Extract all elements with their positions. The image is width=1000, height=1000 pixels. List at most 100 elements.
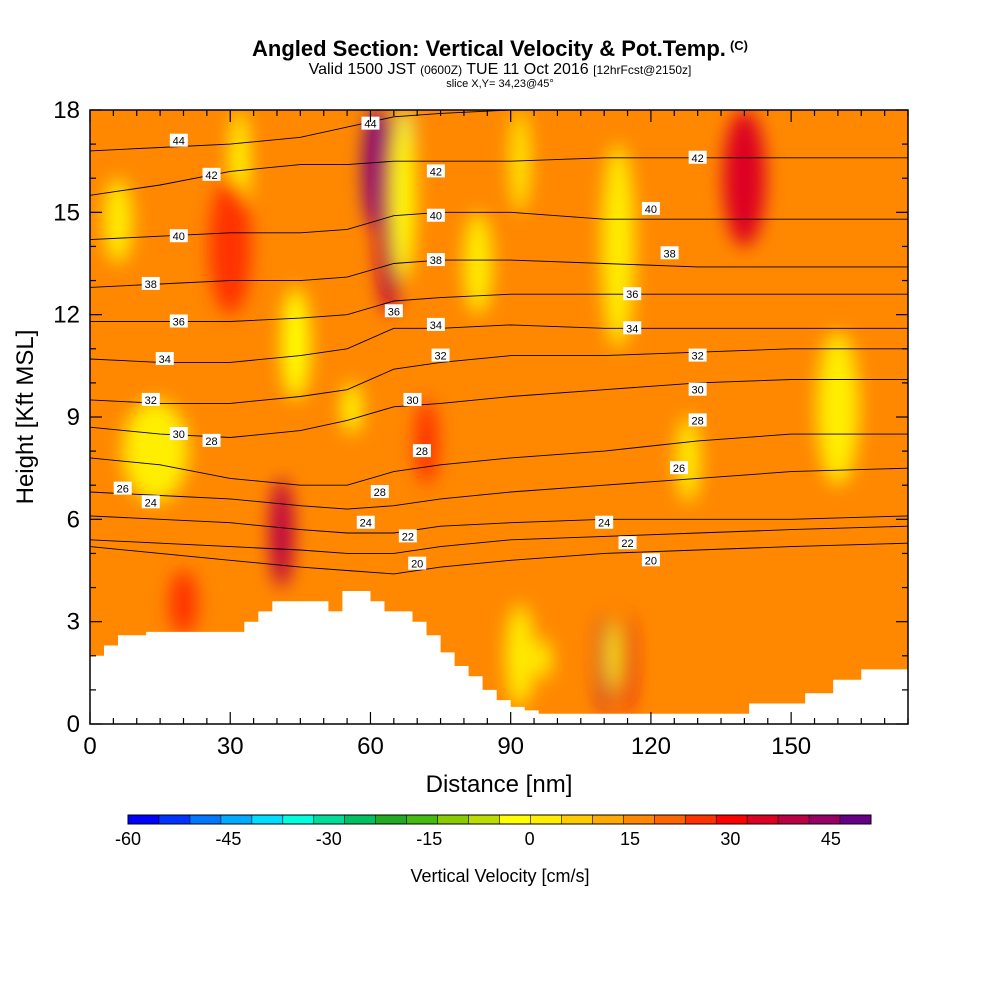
- contour-label: 38: [426, 253, 445, 267]
- velocity-cell: [342, 382, 362, 435]
- contour-label: 26: [113, 481, 132, 496]
- colorbar-swatch: [406, 815, 439, 824]
- contour-label: 32: [141, 392, 160, 407]
- contour-label: 30: [169, 427, 188, 441]
- contour-label: 30: [688, 382, 707, 397]
- svg-text:20: 20: [411, 559, 423, 571]
- contour-label: 34: [623, 321, 642, 335]
- valid-time: Valid 1500 JST: [308, 61, 416, 78]
- svg-text:44: 44: [364, 119, 376, 131]
- y-tick-label: 0: [67, 711, 80, 738]
- velocity-cell: [536, 638, 551, 680]
- x-tick-label: 90: [497, 733, 524, 760]
- svg-text:26: 26: [673, 463, 685, 475]
- contour-labels: 44 42 40 38 36 34 32 30 28 26 24 44 42 40 38 36 34 32 30 28…: [113, 116, 707, 571]
- svg-text:32: 32: [145, 395, 157, 407]
- svg-text:28: 28: [374, 487, 386, 499]
- colorbar-swatch: [530, 815, 562, 824]
- y-axis: 0 36 9 12 15 18: [53, 97, 908, 738]
- isentrope-22: [90, 525, 908, 554]
- contour-label: 28: [688, 413, 707, 427]
- colorbar-swatch: [592, 815, 624, 824]
- contour-label: 32: [431, 348, 450, 363]
- velocity-cell: [414, 399, 439, 486]
- colorbar-swatch: [220, 815, 253, 824]
- svg-text:28: 28: [692, 415, 704, 427]
- colorbar-tick-label: -30: [316, 829, 342, 849]
- contour-label: 40: [641, 201, 660, 216]
- colorbar-tick-label: 0: [525, 829, 535, 849]
- forecast-info: [12hrFcst@2150z]: [593, 63, 692, 77]
- y-tick-label: 9: [67, 404, 80, 431]
- velocity-cell: [281, 287, 310, 400]
- colorbar-tick-label: -60: [115, 829, 141, 849]
- colorbar-tick-label: 15: [620, 829, 640, 849]
- y-tick-label: 6: [67, 506, 80, 533]
- contour-label: 20: [641, 553, 660, 567]
- y-tick-label: 18: [53, 97, 80, 124]
- velocity-cell: [621, 614, 634, 714]
- velocity-cell: [391, 110, 415, 281]
- svg-text:44: 44: [173, 136, 185, 148]
- svg-text:30: 30: [406, 395, 418, 407]
- contour-label: 44: [361, 116, 380, 131]
- isentrope-24: [90, 515, 908, 534]
- svg-text:24: 24: [145, 497, 157, 509]
- colorbar-swatch: [158, 815, 191, 824]
- colorbar-swatch: [251, 815, 284, 824]
- y-tick-label: 12: [53, 302, 80, 329]
- contour-label: 24: [595, 515, 614, 530]
- colorbar-swatch: [313, 815, 346, 824]
- contour-label: 38: [141, 276, 160, 291]
- isentrope-34: [90, 324, 908, 363]
- terrain-profile: [90, 591, 908, 724]
- svg-text:24: 24: [360, 518, 372, 530]
- x-tick-label: 30: [217, 733, 244, 760]
- y-tick-label: 15: [53, 199, 80, 226]
- svg-text:32: 32: [434, 351, 446, 363]
- velocity-cell: [601, 144, 635, 349]
- contour-label: 28: [202, 433, 221, 448]
- svg-text:42: 42: [692, 153, 704, 165]
- colorbar-swatch: [375, 815, 408, 824]
- valid-utc: (0600Z): [420, 63, 463, 77]
- velocity-cell: [169, 570, 198, 636]
- velocity-cell: [676, 417, 700, 503]
- contour-label: 40: [426, 208, 445, 223]
- contour-label: 36: [169, 314, 188, 328]
- velocity-cell: [104, 178, 133, 264]
- contour-label: 42: [426, 164, 445, 178]
- velocity-cell: [723, 110, 766, 247]
- chart-subtitle: Valid 1500 JST (0600Z) TUE 11 Oct 2016 […: [0, 61, 1000, 79]
- isentrope-32: [90, 348, 908, 404]
- isentrope-40: [90, 211, 908, 241]
- svg-text:34: 34: [430, 320, 442, 332]
- colorbar-label: Vertical Velocity [cm/s]: [410, 866, 589, 886]
- colorbar-swatch: [561, 815, 593, 824]
- contour-label: 38: [660, 246, 679, 260]
- contour-label: 34: [155, 352, 174, 366]
- valid-date: TUE 11 Oct 2016: [466, 61, 589, 78]
- contour-label: 42: [202, 167, 221, 182]
- contour-label: 26: [669, 461, 688, 475]
- colorbar-swatch: [128, 815, 160, 824]
- x-tick-label: 0: [83, 733, 96, 760]
- contour-label: 28: [370, 485, 389, 499]
- velocity-cell: [209, 178, 252, 315]
- svg-text:38: 38: [145, 279, 157, 291]
- isentrope-38: [90, 259, 908, 288]
- svg-text:40: 40: [173, 231, 185, 243]
- velocity-cell: [606, 621, 621, 690]
- velocity-cell: [598, 614, 611, 714]
- svg-text:34: 34: [159, 354, 171, 366]
- title-tag: (C): [729, 38, 748, 53]
- colorbar-swatch: [685, 815, 717, 824]
- y-axis-label: Height [Kft MSL]: [12, 330, 39, 505]
- svg-text:22: 22: [621, 538, 633, 550]
- contour-label: 24: [356, 515, 375, 530]
- contour-label: 44: [169, 133, 188, 148]
- colorbar-swatch: [437, 815, 470, 824]
- svg-text:28: 28: [205, 436, 217, 448]
- svg-text:42: 42: [205, 170, 217, 182]
